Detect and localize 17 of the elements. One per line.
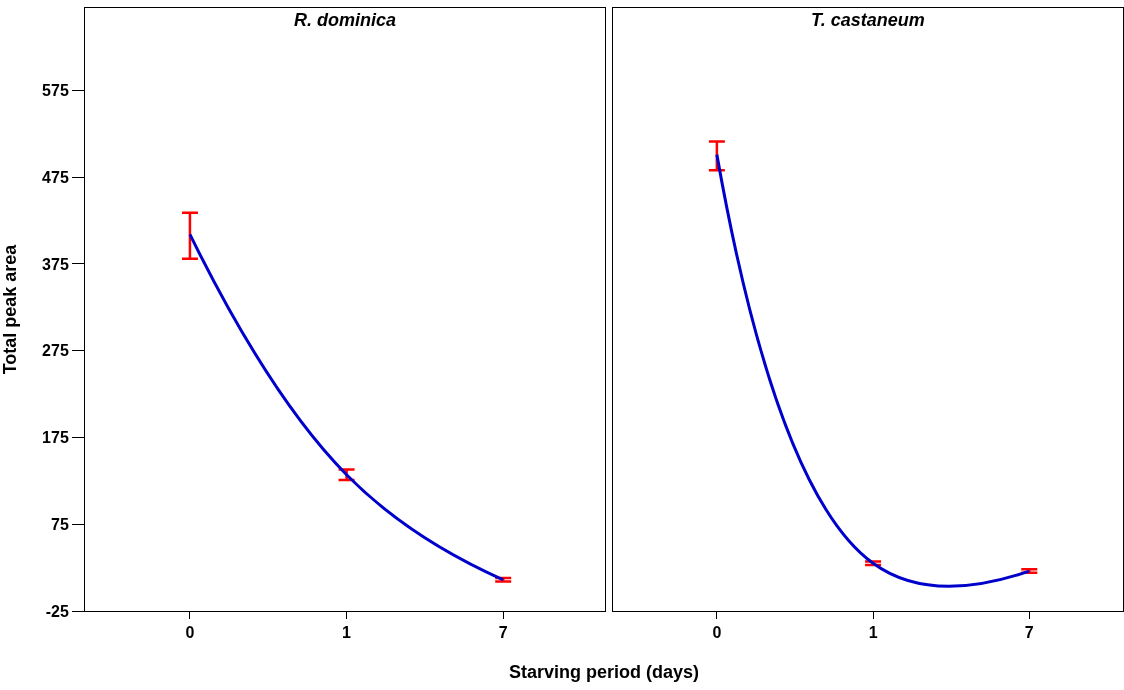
chart-title: R. dominica [294, 10, 397, 30]
y-tick-label: 575 [42, 82, 69, 100]
y-tick-label: 175 [42, 429, 69, 447]
x-tick-label: 0 [712, 624, 722, 642]
x-tick-label: 0 [185, 624, 195, 642]
y-tick-label: 375 [42, 255, 69, 273]
x-tick-label: 1 [342, 624, 352, 642]
x-axis-title: Starving period (days) [507, 662, 700, 683]
y-tick-label: 475 [42, 168, 69, 186]
x-tick-label: 7 [1024, 624, 1034, 642]
y-axis-title: Total peak area [0, 243, 21, 375]
x-tick-label: 7 [498, 624, 508, 642]
y-tick-label: 75 [51, 515, 69, 533]
y-tick-label: -25 [45, 602, 69, 620]
chart-title: T. castaneum [811, 10, 925, 30]
x-tick-label: 1 [868, 624, 878, 642]
y-tick-label: 275 [42, 342, 69, 360]
